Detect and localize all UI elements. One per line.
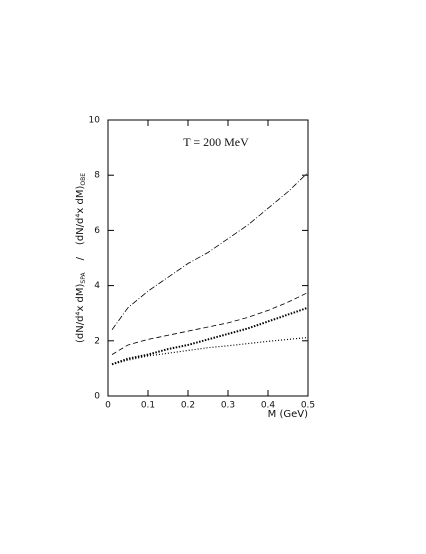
y-label-part: (dN/d⁴x dM) bbox=[75, 283, 86, 343]
plot-frame bbox=[107, 119, 309, 397]
y-label-part: SPA bbox=[80, 272, 87, 284]
series-line bbox=[111, 172, 309, 330]
x-tick-label: 0 bbox=[105, 401, 111, 411]
y-label-part: OBE bbox=[80, 173, 87, 186]
y-tick-label: 0 bbox=[94, 392, 100, 402]
series-line bbox=[111, 306, 309, 366]
y-tick-label: 6 bbox=[94, 226, 100, 236]
x-tick-label: 0.1 bbox=[141, 401, 155, 411]
x-tick-label: 0.2 bbox=[181, 401, 195, 411]
y-tick-label: 4 bbox=[94, 281, 100, 291]
annotation: T = 200 MeV bbox=[183, 135, 249, 149]
x-tick-label: 0.5 bbox=[301, 401, 315, 411]
y-axis-label: (dN/d⁴x dM)SPA/(dN/d⁴x dM)OBE bbox=[75, 173, 87, 343]
y-label-part: / bbox=[75, 256, 86, 260]
y-tick-label: 10 bbox=[89, 116, 101, 126]
y-tick-label: 2 bbox=[94, 336, 100, 346]
series-line bbox=[111, 292, 309, 355]
y-tick-label: 8 bbox=[94, 171, 100, 181]
x-tick-label: 0.4 bbox=[261, 401, 276, 411]
x-tick-label: 0.3 bbox=[221, 401, 235, 411]
x-axis-label: M (GeV) bbox=[268, 409, 308, 420]
series-line bbox=[111, 336, 309, 365]
y-label-part: (dN/d⁴x dM) bbox=[75, 186, 86, 246]
